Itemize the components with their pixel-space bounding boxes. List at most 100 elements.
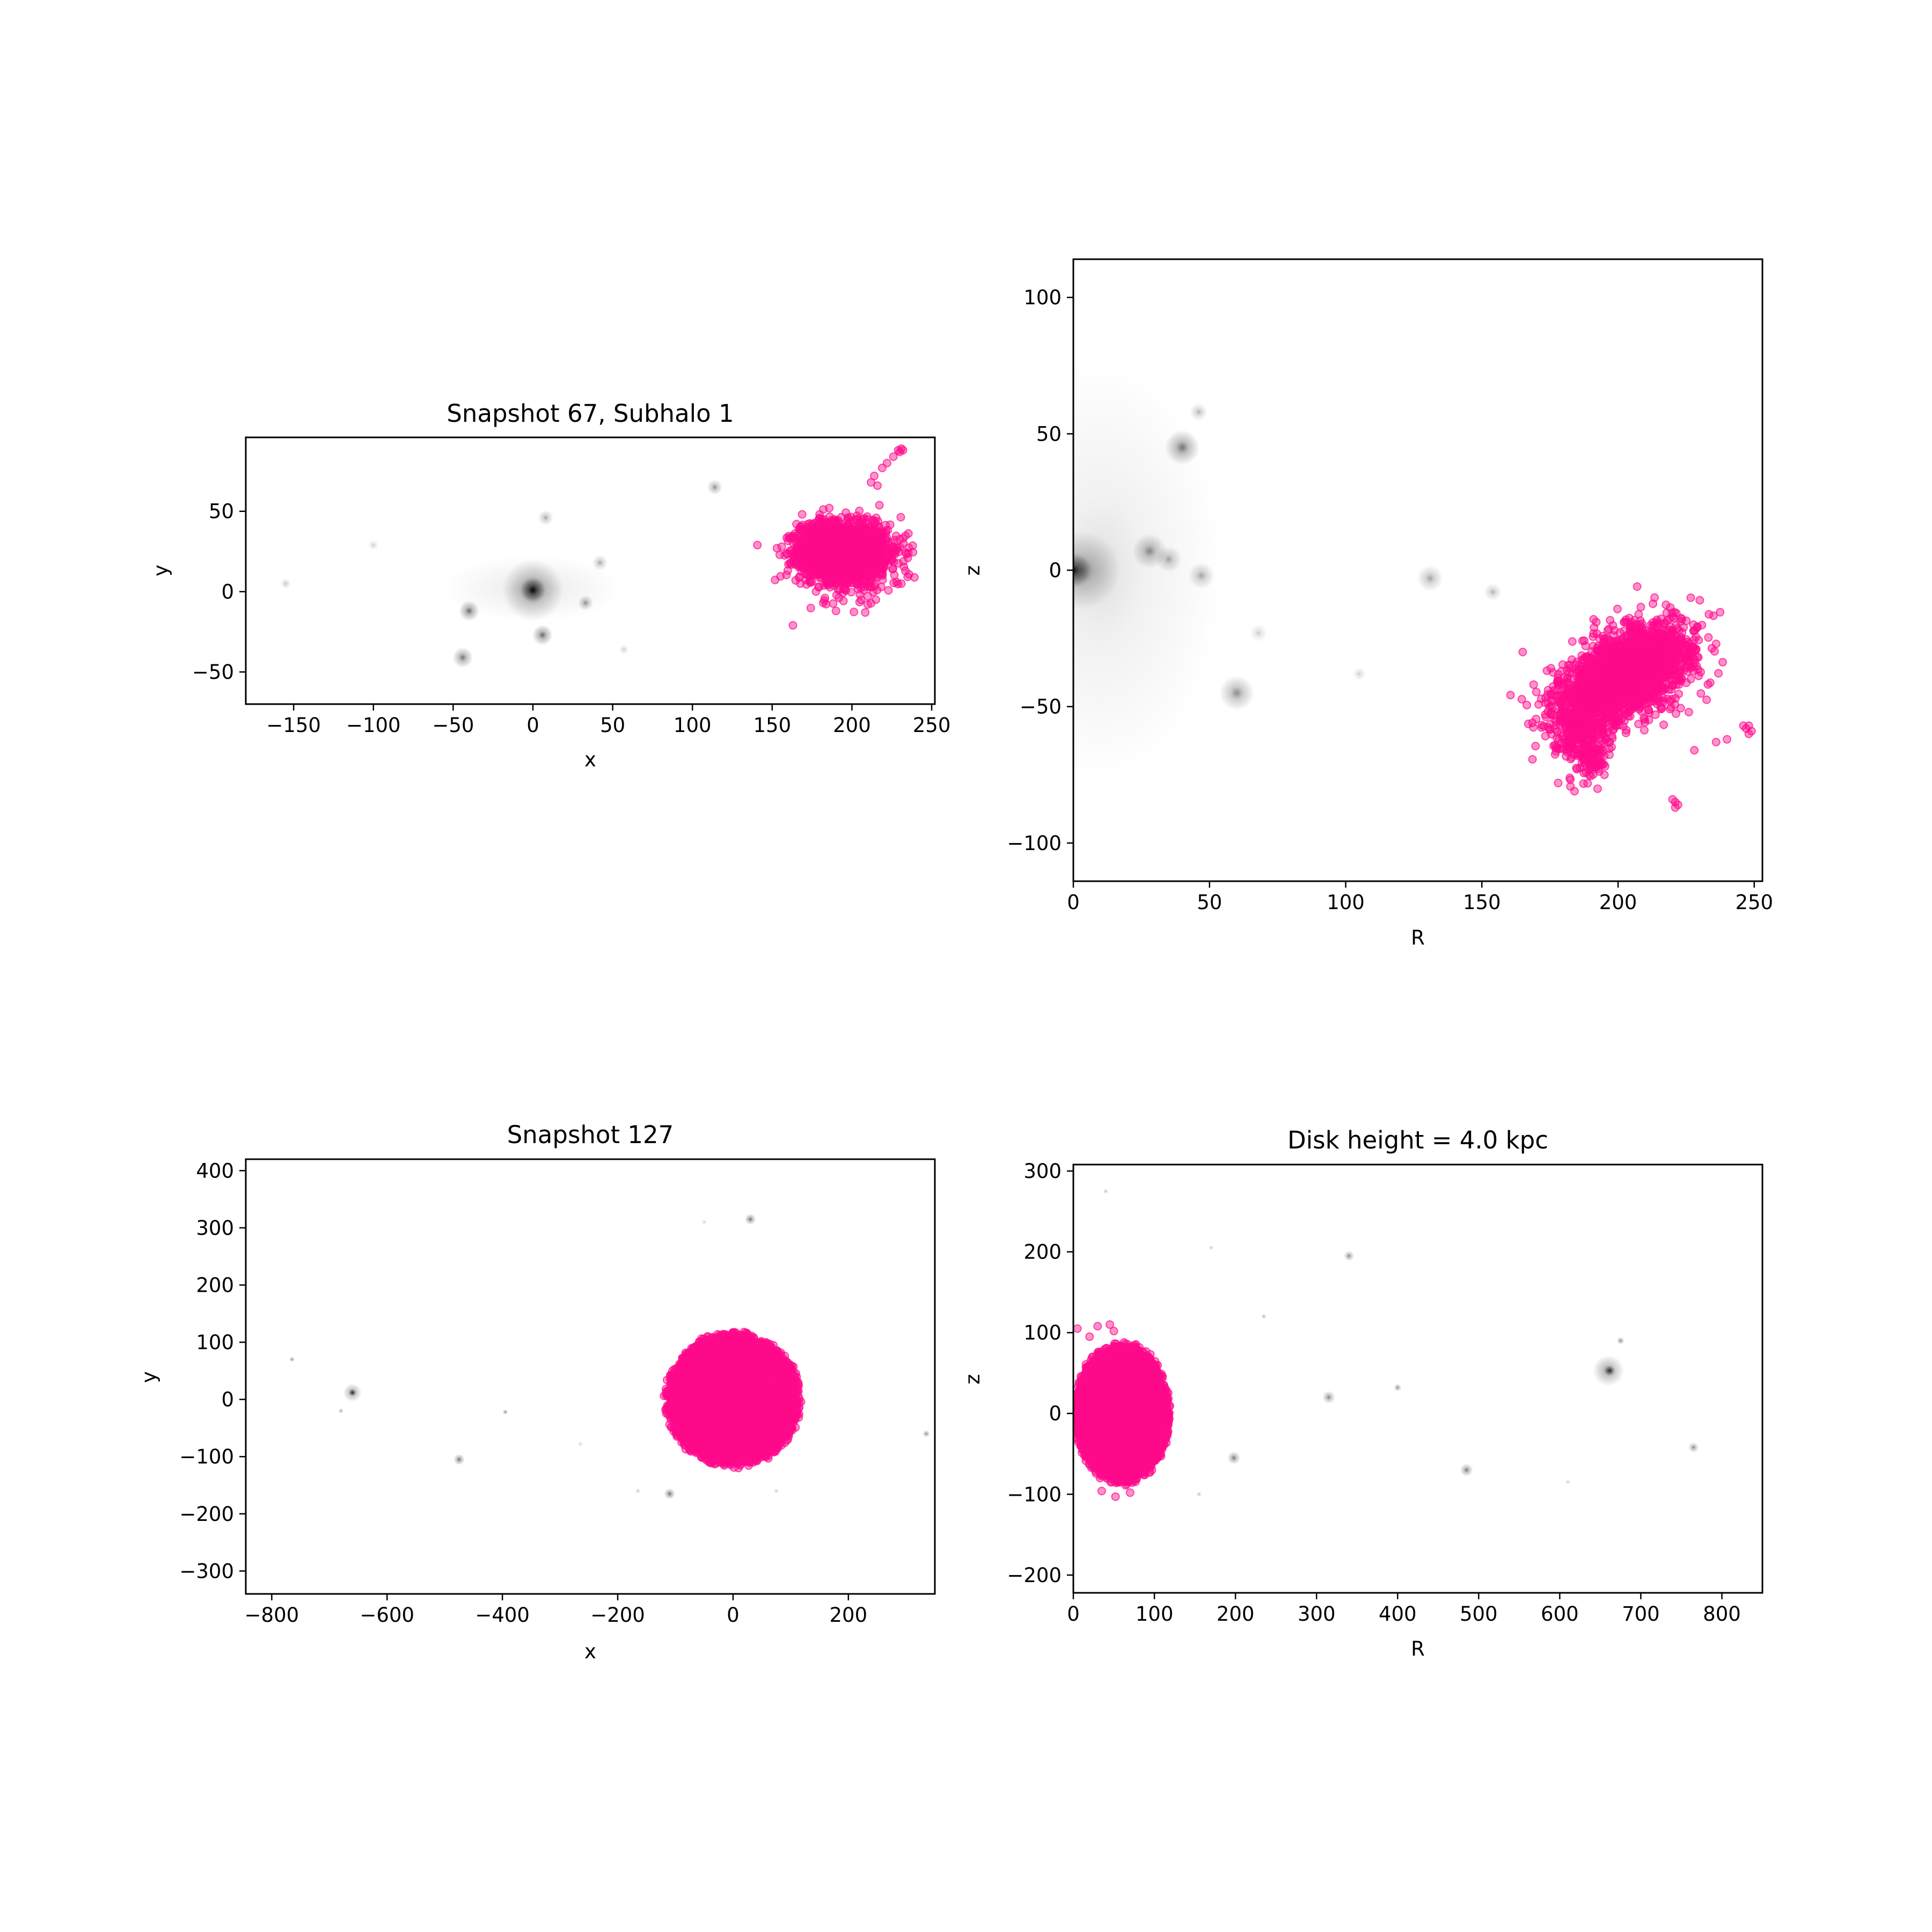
- particle-point: [890, 570, 899, 580]
- plot-area: [280, 444, 919, 668]
- particle-point: [1714, 669, 1723, 678]
- particle-point: [834, 517, 843, 526]
- subhalo: [443, 555, 623, 622]
- subhalo: [532, 625, 553, 646]
- particle-point: [889, 452, 898, 461]
- particle-point: [840, 526, 849, 535]
- particle-point: [840, 575, 850, 584]
- particle-point: [803, 525, 813, 535]
- particle-point: [1636, 603, 1645, 612]
- particle-point: [1702, 695, 1711, 704]
- particle-point: [818, 598, 828, 608]
- particle-point: [850, 525, 859, 535]
- x-tick-label: 0: [526, 714, 539, 737]
- particle-point: [866, 570, 875, 579]
- particle-point: [835, 593, 844, 602]
- particle-point: [877, 582, 885, 591]
- particle-point: [1529, 680, 1538, 689]
- particle-point: [1704, 633, 1713, 642]
- particle-point: [1710, 647, 1719, 656]
- subhalo: [707, 479, 723, 495]
- particle-point: [908, 541, 917, 550]
- particle-point: [1684, 707, 1693, 716]
- particle-point: [867, 523, 876, 532]
- particle-point: [1532, 714, 1541, 723]
- subhalo: [1073, 361, 1223, 780]
- particle-point: [1568, 637, 1577, 646]
- particle-point: [788, 621, 797, 630]
- particle-point: [1532, 687, 1541, 697]
- particle-point: [850, 608, 859, 617]
- x-tick-label: 150: [753, 714, 792, 737]
- particle-point: [846, 517, 855, 526]
- particle-point: [1667, 675, 1677, 684]
- particle-point: [863, 591, 873, 601]
- plot-area: [1073, 361, 1756, 812]
- particle-point: [1506, 691, 1515, 700]
- particle-point: [1644, 715, 1653, 724]
- subhalo: [1165, 430, 1200, 465]
- particle-point: [797, 510, 807, 519]
- subhalo: [1484, 583, 1502, 601]
- y-axis-label: y: [149, 565, 172, 576]
- particle-point: [897, 579, 906, 588]
- particle-point: [792, 535, 801, 544]
- subhalo: [618, 644, 629, 655]
- subhalo: [452, 647, 473, 668]
- x-axis-label: x: [584, 748, 596, 771]
- particle-point: [1528, 755, 1537, 764]
- particle-point: [1613, 604, 1622, 613]
- particle-point: [840, 540, 850, 549]
- subhalo: [1352, 667, 1366, 680]
- particle-point: [808, 577, 816, 586]
- particle-point: [1634, 720, 1643, 728]
- x-tick-label: −100: [346, 714, 401, 737]
- particle-point: [854, 558, 863, 567]
- particle-point: [868, 516, 877, 525]
- particle-point: [1523, 700, 1531, 709]
- particle-point: [810, 554, 819, 563]
- particle-point: [876, 526, 885, 535]
- particle-point: [895, 535, 904, 544]
- particle-point: [814, 582, 823, 591]
- subhalo: [1190, 403, 1208, 421]
- subhalo: [577, 595, 594, 611]
- particle-point: [855, 590, 865, 599]
- particle-point: [777, 542, 786, 551]
- x-tick-label: 50: [600, 714, 625, 737]
- x-axis: −150 −100 −50 0 50 100 150 200 250: [266, 704, 950, 737]
- particle-point: [1622, 618, 1631, 627]
- x-tick-label: 250: [913, 714, 951, 737]
- particle-point: [830, 574, 839, 583]
- particle-point: [877, 463, 887, 472]
- particle-point: [805, 535, 814, 544]
- particle-point: [850, 545, 859, 554]
- particle-point: [808, 544, 817, 553]
- subhalo: [1249, 624, 1268, 642]
- y-tick-label: −50: [192, 661, 234, 684]
- particle-point: [846, 560, 855, 569]
- particle-point: [1579, 662, 1588, 671]
- particle-point: [875, 545, 884, 554]
- particle-point: [829, 599, 838, 608]
- particle-point: [1662, 601, 1671, 609]
- particle-point: [855, 507, 864, 515]
- particle-point: [826, 532, 836, 541]
- x-tick-label: −150: [266, 714, 321, 737]
- particle-point: [1580, 636, 1589, 645]
- subhalo: [459, 601, 480, 621]
- particle-point: [796, 523, 805, 531]
- particle-point: [1704, 610, 1714, 619]
- subhalo: [1219, 675, 1254, 711]
- particle-point: [884, 586, 893, 595]
- particle-point: [866, 578, 875, 587]
- particle-point: [806, 604, 815, 612]
- particle-point: [868, 550, 877, 559]
- subhalo: [1188, 562, 1214, 589]
- particle-point: [1606, 616, 1615, 625]
- particle-point: [1657, 614, 1666, 623]
- particle-point: [910, 573, 919, 582]
- particle-point: [794, 552, 803, 561]
